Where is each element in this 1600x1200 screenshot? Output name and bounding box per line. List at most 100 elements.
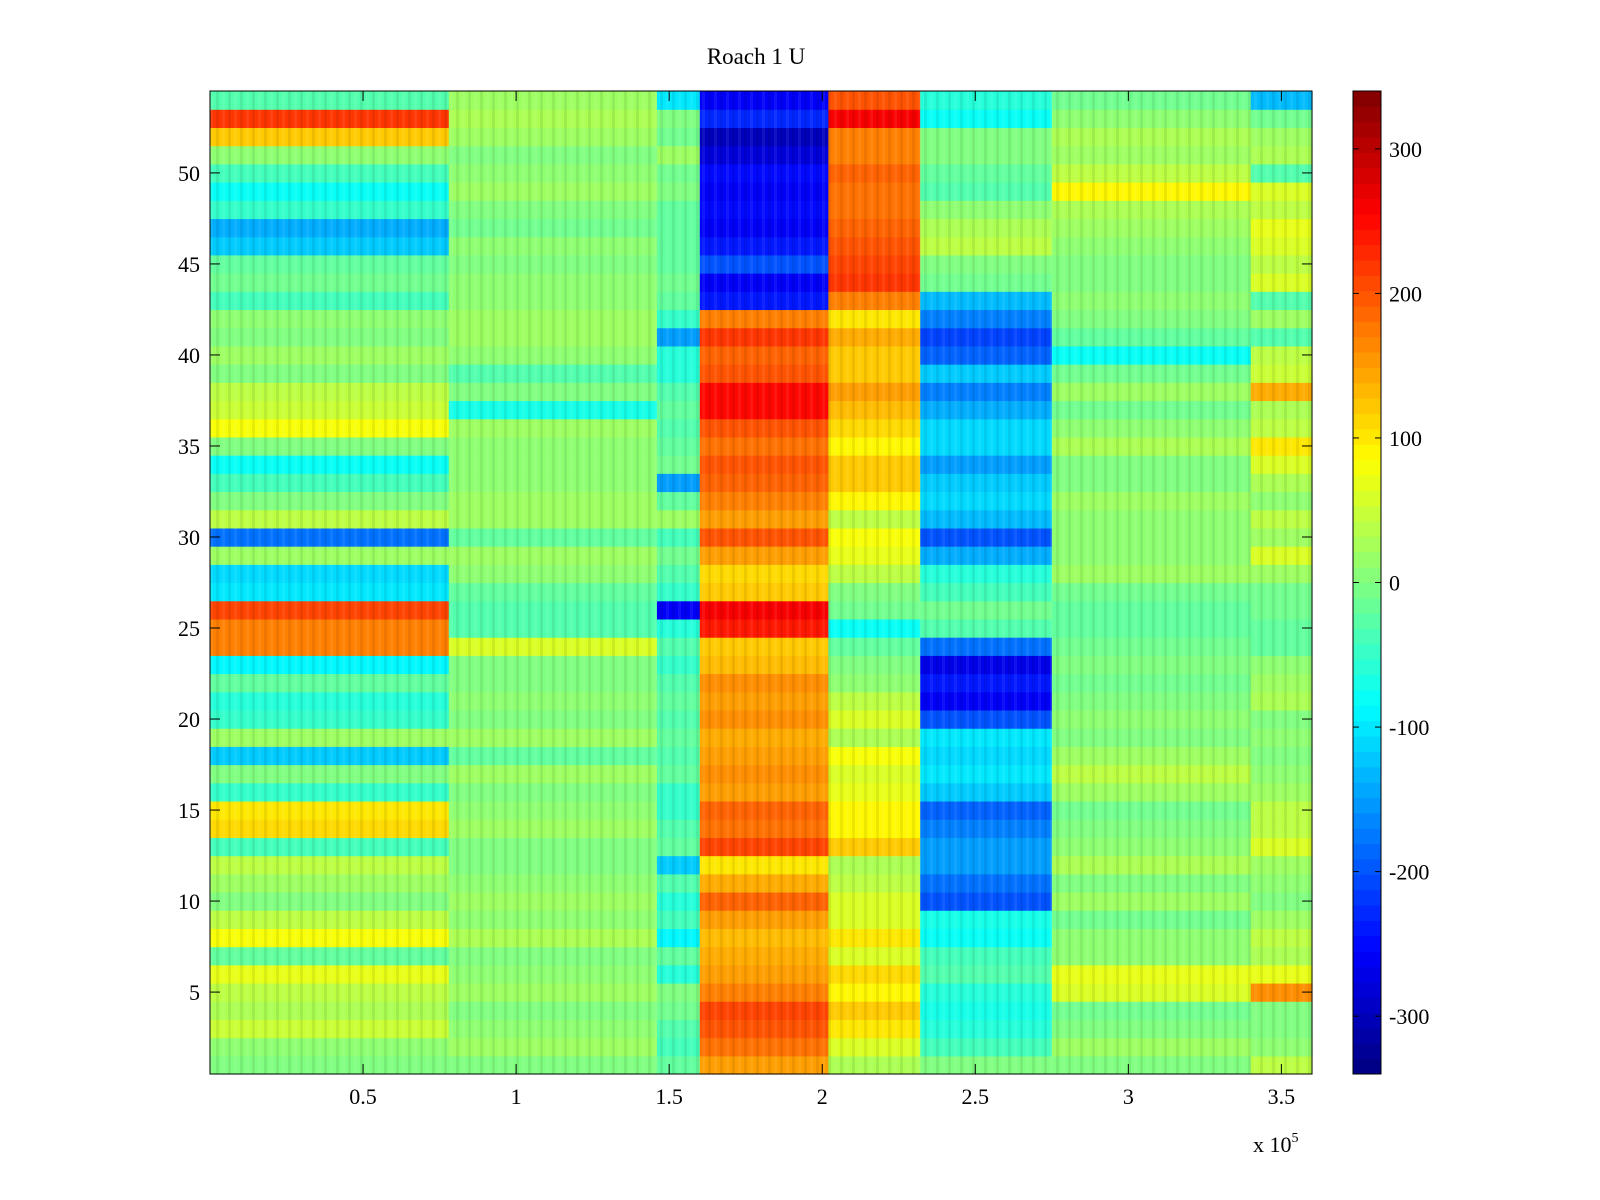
heatmap-cell xyxy=(920,218,1053,238)
heatmap-cell xyxy=(1051,145,1252,165)
heatmap-cell xyxy=(828,982,921,1002)
heatmap-cell xyxy=(828,436,921,456)
heatmap-cell xyxy=(1250,327,1313,347)
heatmap-cell xyxy=(656,364,701,383)
heatmap-cell xyxy=(699,127,829,147)
texture-stripe xyxy=(1050,91,1053,1074)
heatmap-cell xyxy=(920,200,1053,220)
heatmap-cell xyxy=(828,200,921,220)
texture-stripe xyxy=(1254,91,1257,1074)
heatmap-cell xyxy=(448,964,658,984)
colorbar-band xyxy=(1353,428,1381,445)
heatmap-cell xyxy=(210,582,450,602)
texture-stripe xyxy=(804,91,807,1074)
heatmap-cell xyxy=(1250,509,1313,529)
colorbar-band xyxy=(1353,198,1381,215)
texture-stripe xyxy=(738,91,741,1074)
heatmap-cell xyxy=(699,691,829,711)
heatmap-cell xyxy=(699,1001,829,1020)
heatmap-cell xyxy=(828,273,921,292)
heatmap-cell xyxy=(828,145,921,165)
texture-stripe xyxy=(1002,91,1005,1074)
heatmap-cell xyxy=(210,163,450,183)
texture-stripe xyxy=(420,91,423,1074)
colorbar-band xyxy=(1353,275,1381,292)
heatmap-cell xyxy=(1250,1001,1313,1020)
heatmap-cell xyxy=(1250,546,1313,565)
heatmap-cell xyxy=(828,800,921,820)
heatmap-cell xyxy=(210,400,450,420)
heatmap-cell xyxy=(828,964,921,984)
heatmap-cell xyxy=(656,655,701,675)
heatmap-cell xyxy=(656,910,701,929)
texture-stripe xyxy=(1290,91,1293,1074)
texture-stripe xyxy=(624,91,627,1074)
y-tick-label: 20 xyxy=(178,707,200,732)
heatmap-cell xyxy=(656,127,701,147)
heatmap-cell xyxy=(1250,764,1313,784)
heatmap-cell xyxy=(1250,200,1313,220)
texture-stripe xyxy=(1122,91,1125,1074)
texture-stripe xyxy=(474,91,477,1074)
heatmap-cell xyxy=(828,1055,921,1075)
heatmap-cell xyxy=(1051,200,1252,220)
heatmap-cell xyxy=(920,291,1053,311)
heatmap-cell xyxy=(828,163,921,183)
heatmap-cell xyxy=(920,436,1053,456)
texture-stripe xyxy=(762,91,765,1074)
texture-stripe xyxy=(372,91,375,1074)
heatmap-cell xyxy=(448,746,658,766)
texture-stripe xyxy=(870,91,873,1074)
texture-stripe xyxy=(1026,91,1029,1074)
heatmap-cell xyxy=(828,709,921,729)
heatmap-cell xyxy=(920,418,1053,438)
heatmap-cell xyxy=(920,655,1053,675)
heatmap-cell xyxy=(448,200,658,220)
heatmap-cell xyxy=(828,254,921,274)
colorbar-band xyxy=(1353,843,1381,860)
texture-stripe xyxy=(828,91,831,1074)
heatmap-cell xyxy=(656,819,701,838)
heatmap-cell xyxy=(828,291,921,311)
heatmap-cell xyxy=(920,163,1053,183)
heatmap-cell xyxy=(828,1037,921,1057)
heatmap-cell xyxy=(1051,782,1252,802)
heatmap-cell xyxy=(656,473,701,493)
heatmap-cell xyxy=(828,546,921,565)
y-tick-label: 40 xyxy=(178,343,200,368)
texture-stripe xyxy=(1224,91,1227,1074)
heatmap-cell xyxy=(920,273,1053,292)
heatmap-cell xyxy=(699,837,829,857)
heatmap-cell xyxy=(210,546,450,565)
heatmap-cell xyxy=(1250,600,1313,620)
heatmap-cell xyxy=(1051,673,1252,693)
texture-stripe xyxy=(276,91,279,1074)
texture-stripe xyxy=(1242,91,1245,1074)
heatmap-cell xyxy=(210,418,450,438)
heatmap-cell xyxy=(656,455,701,474)
texture-stripe xyxy=(1110,91,1113,1074)
texture-stripe xyxy=(1038,91,1041,1074)
colorbar-band xyxy=(1353,858,1381,875)
heatmap-cell xyxy=(656,509,701,529)
heatmap-cell xyxy=(699,746,829,766)
heatmap-cell xyxy=(699,618,829,638)
texture-stripe xyxy=(288,91,291,1074)
heatmap-cell xyxy=(656,91,701,110)
heatmap-cell xyxy=(210,655,450,675)
chart-title: Roach 1 U xyxy=(707,44,806,69)
heatmap-cell xyxy=(828,91,921,110)
texture-stripe xyxy=(894,91,897,1074)
heatmap-cell xyxy=(1250,382,1313,402)
heatmap-cell xyxy=(828,600,921,620)
heatmap-cell xyxy=(656,200,701,220)
heatmap-cell xyxy=(656,800,701,820)
heatmap-cell xyxy=(1051,891,1252,911)
heatmap-cell xyxy=(1051,564,1252,584)
heatmap-cell xyxy=(920,491,1053,511)
texture-stripe xyxy=(750,91,753,1074)
colorbar-band xyxy=(1353,567,1381,583)
heatmap-cell xyxy=(448,418,658,438)
heatmap-cell xyxy=(210,837,450,857)
colorbar-band xyxy=(1353,905,1381,921)
